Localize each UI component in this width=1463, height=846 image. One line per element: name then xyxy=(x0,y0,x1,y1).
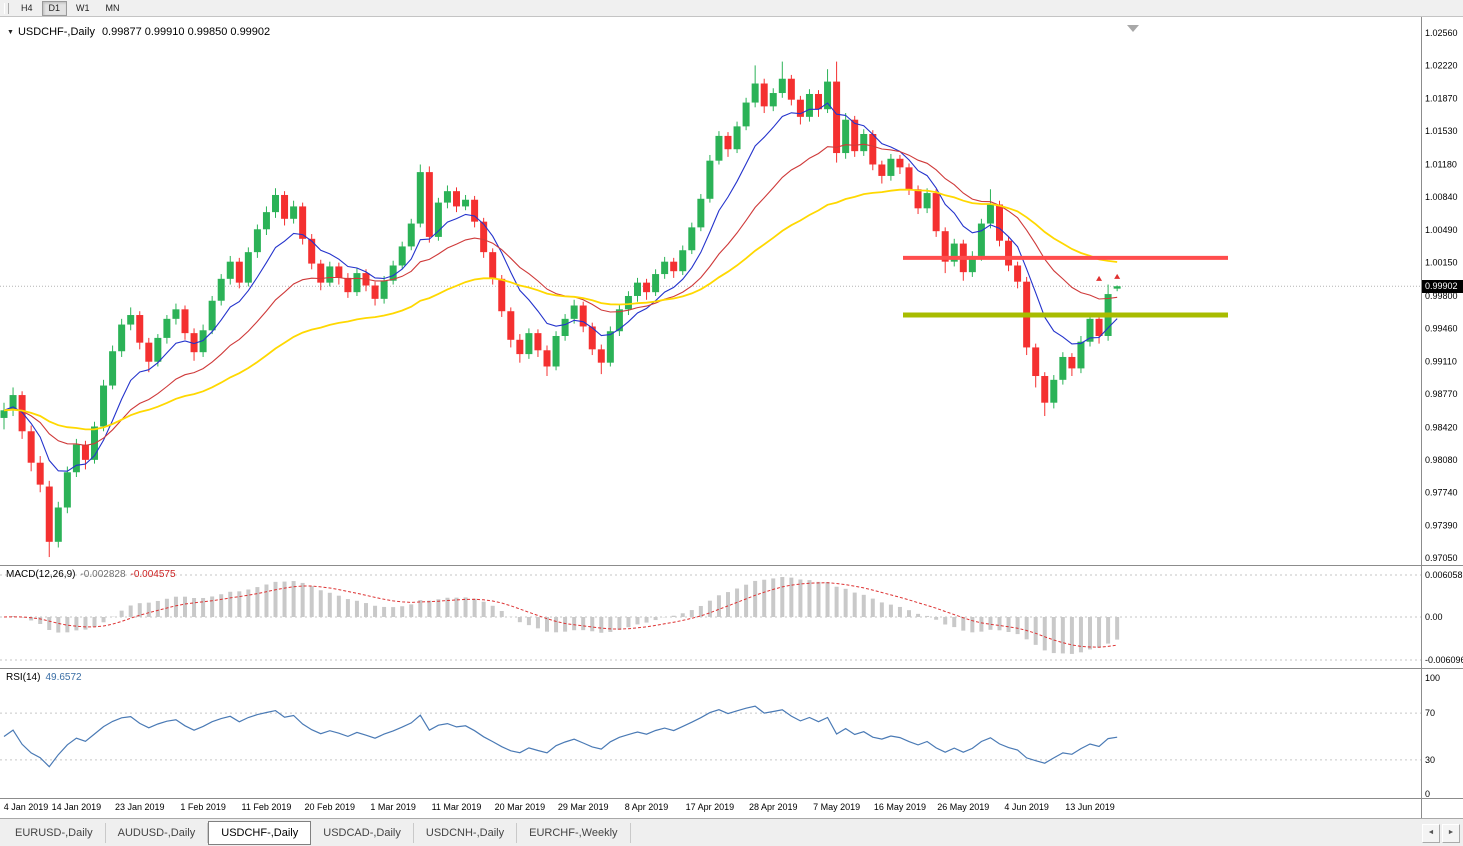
tab-audusd-daily[interactable]: AUDUSD-,Daily xyxy=(106,822,209,843)
date-axis-label: 8 Apr 2019 xyxy=(625,802,669,812)
date-axis-label: 11 Mar 2019 xyxy=(432,802,482,812)
price-axis-label: 0.99800 xyxy=(1425,291,1458,301)
tab-usdchf-daily[interactable]: USDCHF-,Daily xyxy=(208,820,312,845)
timeframe-button-group: H4 D1 W1 MN xyxy=(14,0,129,16)
rsi-axis-label: 30 xyxy=(1425,755,1435,765)
chart-shift-marker[interactable] xyxy=(1127,25,1139,32)
rsi-axis-label: 0 xyxy=(1425,789,1430,799)
price-axis-label: 0.97390 xyxy=(1425,521,1458,531)
tab-scroll-buttons: ◄ ► xyxy=(1422,824,1460,843)
tab-eurusd-daily[interactable]: EURUSD-,Daily xyxy=(3,822,106,843)
date-axis-label: 7 May 2019 xyxy=(813,802,860,812)
chart-area[interactable]: 1.02560 1.02220 1.01870 1.01530 1.01180 1.008… xyxy=(0,17,1463,818)
date-axis-label: 4 Jun 2019 xyxy=(1004,802,1049,812)
price-axis-label: 1.01530 xyxy=(1425,126,1458,136)
date-axis-label: 17 Apr 2019 xyxy=(686,802,735,812)
ma-slow-line xyxy=(3,188,1118,431)
rsi-indicator-label: RSI(14) 49.6572 xyxy=(6,672,82,683)
timeframe-button-w1[interactable]: W1 xyxy=(76,2,90,13)
timeframe-button-mn[interactable]: MN xyxy=(105,2,120,13)
macd-signal-line xyxy=(3,582,1118,648)
macd-axis-label: -0.006096 xyxy=(1425,655,1463,665)
macd-main-value: -0.002828 xyxy=(80,569,126,580)
date-axis-label: 28 Apr 2019 xyxy=(749,802,798,812)
rsi-value: 49.6572 xyxy=(45,672,82,683)
price-axis-label: 1.02220 xyxy=(1425,60,1458,70)
price-axis-label: 0.97050 xyxy=(1425,553,1458,563)
ma-mid-line xyxy=(3,143,1118,446)
price-axis-label: 1.01180 xyxy=(1425,159,1457,169)
date-axis-label: 20 Feb 2019 xyxy=(305,802,356,812)
signal-arrow-marker xyxy=(1114,273,1121,279)
macd-axis-label: 0.00 xyxy=(1425,612,1443,622)
price-axis-label: 0.98770 xyxy=(1425,389,1458,399)
price-axis-label: 1.00150 xyxy=(1425,258,1458,268)
price-axis-label: 0.98420 xyxy=(1425,422,1458,432)
date-axis-label: 1 Feb 2019 xyxy=(180,802,226,812)
chart-tabs: EURUSD-,Daily AUDUSD-,Daily USDCHF-,Daily U… xyxy=(3,820,631,845)
price-axis-label: 0.99110 xyxy=(1425,357,1457,367)
chart-canvas[interactable]: 1.02560 1.02220 1.01870 1.01530 1.01180 1.008… xyxy=(0,17,1463,818)
date-axis-label: 20 Mar 2019 xyxy=(495,802,546,812)
macd-axis-label: 0.006058 xyxy=(1425,570,1463,580)
timeframe-button-h4[interactable]: H4 xyxy=(21,2,33,13)
current-price-tag: 0.99902 xyxy=(1422,280,1463,294)
date-axis-label: 16 May 2019 xyxy=(874,802,926,812)
timeframe-button-d1[interactable]: D1 xyxy=(41,0,68,16)
chart-title: ▼ USDCHF-,Daily 0.99877 0.99910 0.99850 0.… xyxy=(7,26,270,38)
tab-usdcnh-daily[interactable]: USDCNH-,Daily xyxy=(414,822,518,843)
collapse-arrow-icon[interactable]: ▼ xyxy=(7,29,14,36)
macd-indicator-label: MACD(12,26,9) -0.002828 -0.004575 xyxy=(6,569,176,580)
rsi-axis-label: 70 xyxy=(1425,708,1435,718)
macd-signal-value: -0.004575 xyxy=(130,569,176,580)
rsi-name: RSI(14) xyxy=(6,672,41,683)
tab-scroll-right-button[interactable]: ► xyxy=(1442,824,1460,843)
date-axis-label: 26 May 2019 xyxy=(937,802,989,812)
price-axis-label: 1.00490 xyxy=(1425,225,1458,235)
timeframe-toolbar: H4 D1 W1 MN xyxy=(0,0,1463,17)
date-axis-label: 14 Jan 2019 xyxy=(52,802,102,812)
date-axis-label: 1 Mar 2019 xyxy=(370,802,416,812)
price-axis-label: 0.99460 xyxy=(1425,323,1458,333)
date-axis-label: 23 Jan 2019 xyxy=(115,802,165,812)
tab-scroll-left-button[interactable]: ◄ xyxy=(1422,824,1440,843)
price-axis-label: 0.98080 xyxy=(1425,455,1458,465)
chart-ohlc-values: 0.99877 0.99910 0.99850 0.99902 xyxy=(101,26,271,38)
macd-histogram xyxy=(11,577,1120,654)
price-axis-label: 1.01870 xyxy=(1425,94,1458,104)
price-axis-label: 1.02560 xyxy=(1425,28,1458,38)
chart-tab-bar: EURUSD-,Daily AUDUSD-,Daily USDCHF-,Daily U… xyxy=(0,818,1463,846)
date-axis-label: 29 Mar 2019 xyxy=(558,802,609,812)
price-axis-label: 0.97740 xyxy=(1425,487,1458,497)
price-axis-label: 1.00840 xyxy=(1425,192,1458,202)
date-axis-label: 4 Jan 2019 xyxy=(4,802,49,812)
tab-usdcad-daily[interactable]: USDCAD-,Daily xyxy=(311,822,414,843)
ma-fast-line xyxy=(3,102,1118,472)
tab-eurchf-weekly[interactable]: EURCHF-,Weekly xyxy=(517,822,631,843)
date-axis-label: 11 Feb 2019 xyxy=(242,802,292,812)
signal-arrow-marker xyxy=(1096,275,1103,281)
chart-symbol-label: USDCHF-,Daily xyxy=(17,26,95,38)
macd-name: MACD(12,26,9) xyxy=(6,569,76,580)
chart-background xyxy=(0,17,1463,818)
toolbar-grip[interactable] xyxy=(4,2,9,14)
rsi-axis-label: 100 xyxy=(1425,673,1440,683)
date-axis-label: 13 Jun 2019 xyxy=(1065,802,1115,812)
rsi-line xyxy=(3,705,1118,768)
